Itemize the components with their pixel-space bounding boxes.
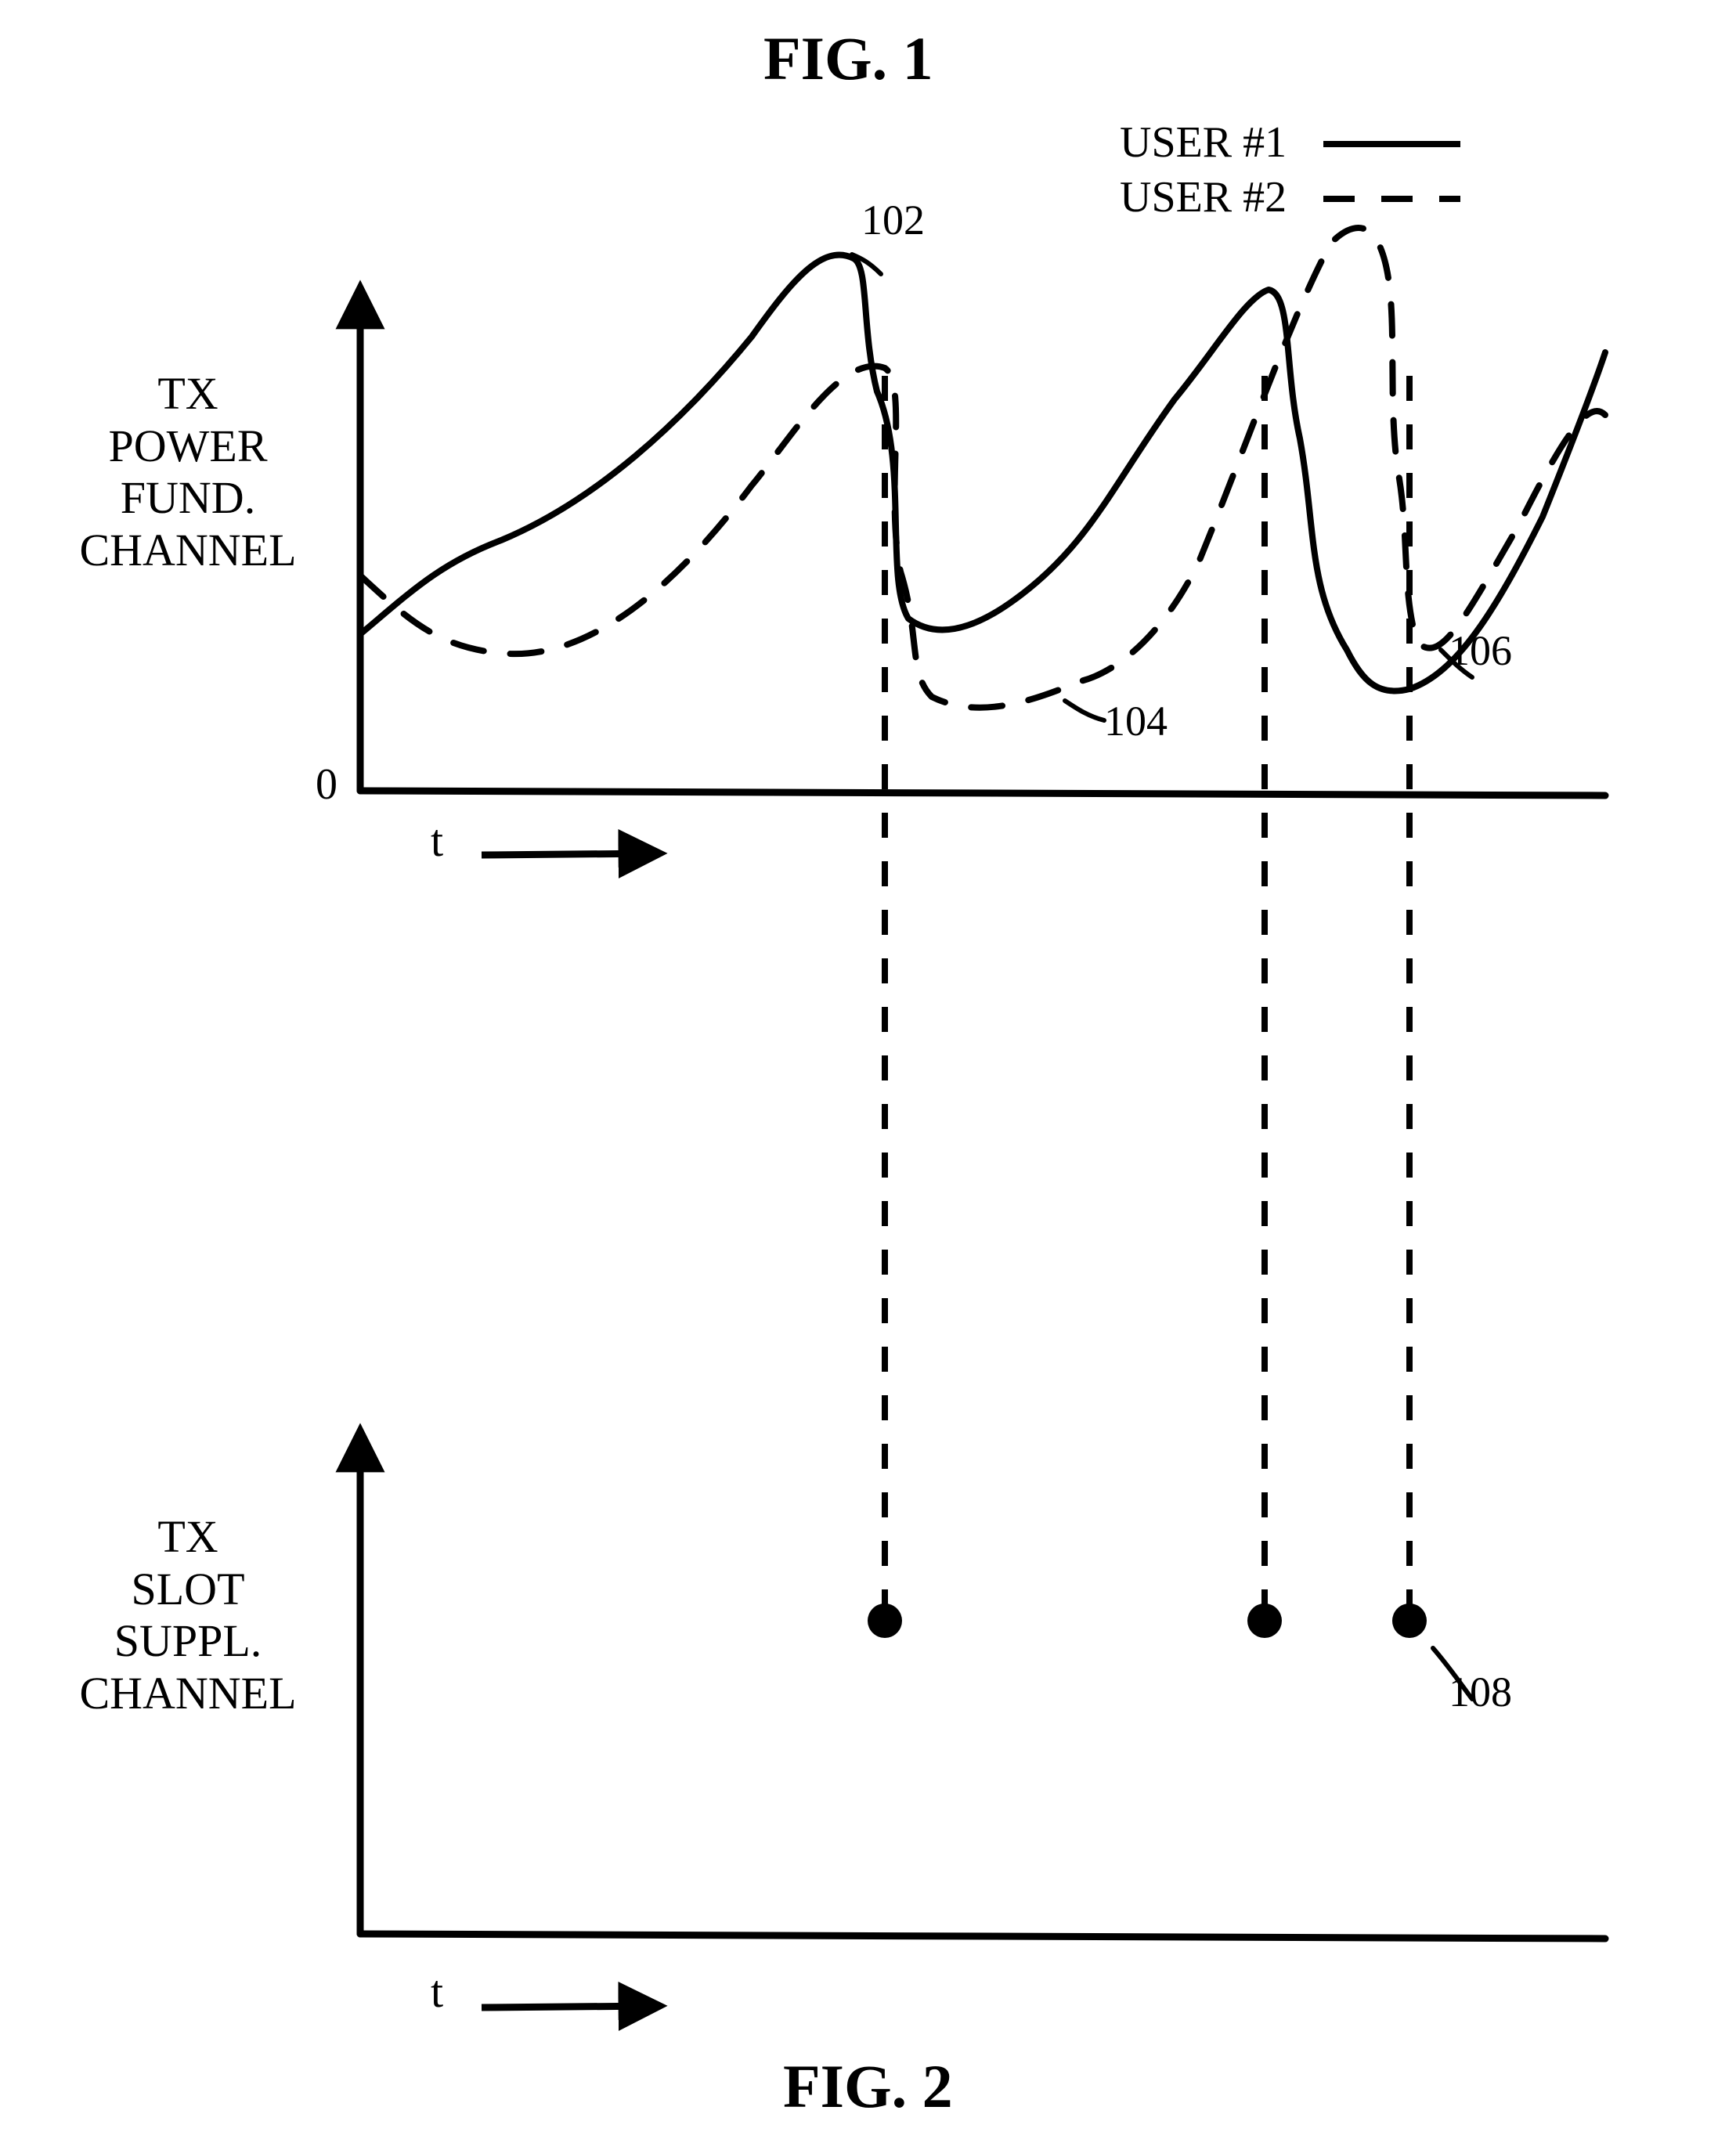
drawing-layer bbox=[0, 0, 1736, 2150]
page: FIG. 1 FIG. 2 TXPOWERFUND.CHANNEL TXSLOT… bbox=[0, 0, 1736, 2150]
